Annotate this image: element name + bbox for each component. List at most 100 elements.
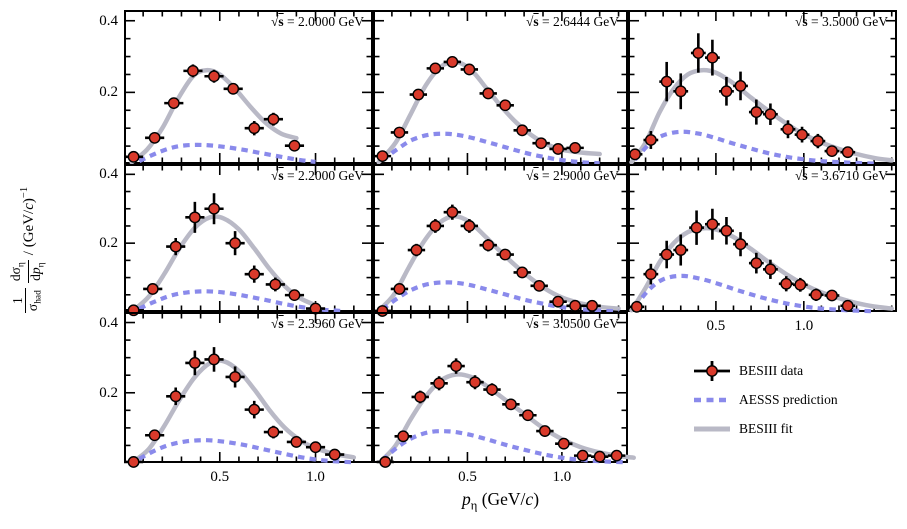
y-tick-label: 0.4: [99, 12, 118, 29]
axis-ticks: [126, 314, 371, 461]
data-point: [412, 88, 425, 101]
data-point: [127, 150, 140, 163]
panel-frame: [373, 10, 628, 164]
data-point: [750, 106, 763, 118]
panel-plot-area: [627, 10, 897, 166]
data-point: [446, 206, 459, 219]
panel-frame: [124, 312, 373, 463]
panel-sqrt-s-3.6710-gev: √s = 3.6710 GeV: [628, 164, 897, 314]
panel-plot-area: [628, 164, 897, 314]
data-point: [450, 360, 463, 372]
data-point: [535, 137, 548, 150]
data-points: [376, 206, 599, 317]
data-point: [288, 289, 301, 302]
data-point: [557, 437, 570, 450]
data-point: [288, 139, 301, 152]
data-point: [208, 353, 220, 366]
data-point: [429, 220, 442, 232]
aesss-prediction-curve: [381, 131, 600, 166]
panel-energy-title: √s = 2.0000 GeV: [271, 14, 364, 30]
data-point: [552, 295, 565, 308]
s-symbol: s: [533, 14, 539, 29]
data-point: [429, 62, 442, 75]
sqrt-symbol: √: [270, 14, 279, 29]
axis-ticks: [630, 12, 895, 162]
panel-energy-title: √s = 2.9000 GeV: [526, 168, 619, 184]
data-point: [569, 299, 582, 312]
data-points: [127, 64, 301, 163]
data-point: [169, 240, 182, 253]
data-point: [644, 268, 657, 281]
axis-ticks: [126, 12, 371, 162]
x-tick-label: 1.0: [306, 469, 325, 485]
y-tick-label: 0.2: [99, 84, 118, 101]
panel-plot-area: [124, 10, 373, 165]
legend-label: BESIII data: [739, 362, 804, 378]
y-title-fraction-2: dση dpη: [8, 260, 48, 283]
data-point: [576, 449, 589, 462]
y-axis-title: 1 σhad dση dpη / (GeV/c)−1: [0, 90, 63, 410]
data-point: [538, 425, 551, 437]
data-point: [706, 218, 719, 231]
energy-value: = 2.3960 GeV: [283, 316, 364, 331]
data-point: [720, 85, 733, 98]
data-point: [586, 299, 599, 312]
data-point: [328, 448, 341, 461]
data-point: [188, 211, 201, 224]
data-points: [379, 360, 623, 468]
data-point: [841, 146, 854, 159]
data-point: [397, 430, 410, 443]
aesss-prediction-curve: [138, 142, 316, 164]
data-point: [610, 449, 623, 462]
data-point: [309, 441, 322, 454]
s-symbol: s: [278, 168, 284, 183]
aesss-prediction-curve: [381, 429, 629, 465]
data-point: [248, 122, 261, 135]
data-point: [463, 63, 476, 76]
panel-plot-area: [373, 10, 628, 166]
data-point: [290, 436, 303, 448]
x-tick-label: 0.5: [706, 318, 726, 334]
data-point: [229, 371, 241, 383]
data-point: [433, 377, 446, 390]
panel-frame: [124, 164, 373, 312]
besiii-fit-curve: [376, 214, 621, 313]
panel-sqrt-s-2.0000-gev: √s = 2.0000 GeV: [124, 10, 373, 165]
data-point: [782, 123, 794, 136]
aesss-prediction-curve: [633, 129, 875, 166]
data-points: [127, 353, 341, 468]
y-title-denominator-1: σhad: [25, 288, 45, 314]
data-point: [690, 221, 703, 234]
data-point: [630, 300, 643, 313]
data-point: [533, 279, 546, 292]
panel-energy-title: √s = 3.5000 GeV: [795, 14, 888, 30]
data-point: [750, 257, 763, 270]
error-bars: [373, 204, 601, 314]
panel-energy-title: √s = 2.6444 GeV: [526, 14, 619, 30]
data-point: [660, 75, 673, 88]
data-point: [692, 47, 705, 59]
aesss-prediction-curve: [138, 438, 354, 465]
axis-ticks: [630, 166, 895, 310]
panel-plot-area: [373, 312, 636, 468]
data-point: [446, 56, 459, 68]
aesss-prediction-curve: [138, 289, 341, 314]
data-point: [269, 278, 282, 291]
legend-item-besiii-data: BESIII data: [692, 356, 892, 385]
data-point: [482, 87, 495, 100]
data-points: [630, 218, 854, 313]
data-point: [379, 456, 392, 468]
panel-sqrt-s-2.9000-gev: √s = 2.9000 GeV: [373, 164, 628, 317]
data-point: [841, 299, 854, 312]
y-tick-label: 0.2: [99, 235, 118, 252]
panel-frame: [124, 10, 373, 164]
data-point: [674, 244, 687, 256]
panel-sqrt-s-2.2000-gev: √s = 2.2000 GeV: [124, 164, 373, 317]
data-point: [516, 266, 529, 279]
data-point: [552, 143, 565, 155]
data-point: [187, 64, 199, 77]
data-point: [167, 97, 180, 110]
panel-frame: [373, 312, 628, 463]
data-point: [248, 268, 261, 281]
data-points: [376, 56, 582, 163]
